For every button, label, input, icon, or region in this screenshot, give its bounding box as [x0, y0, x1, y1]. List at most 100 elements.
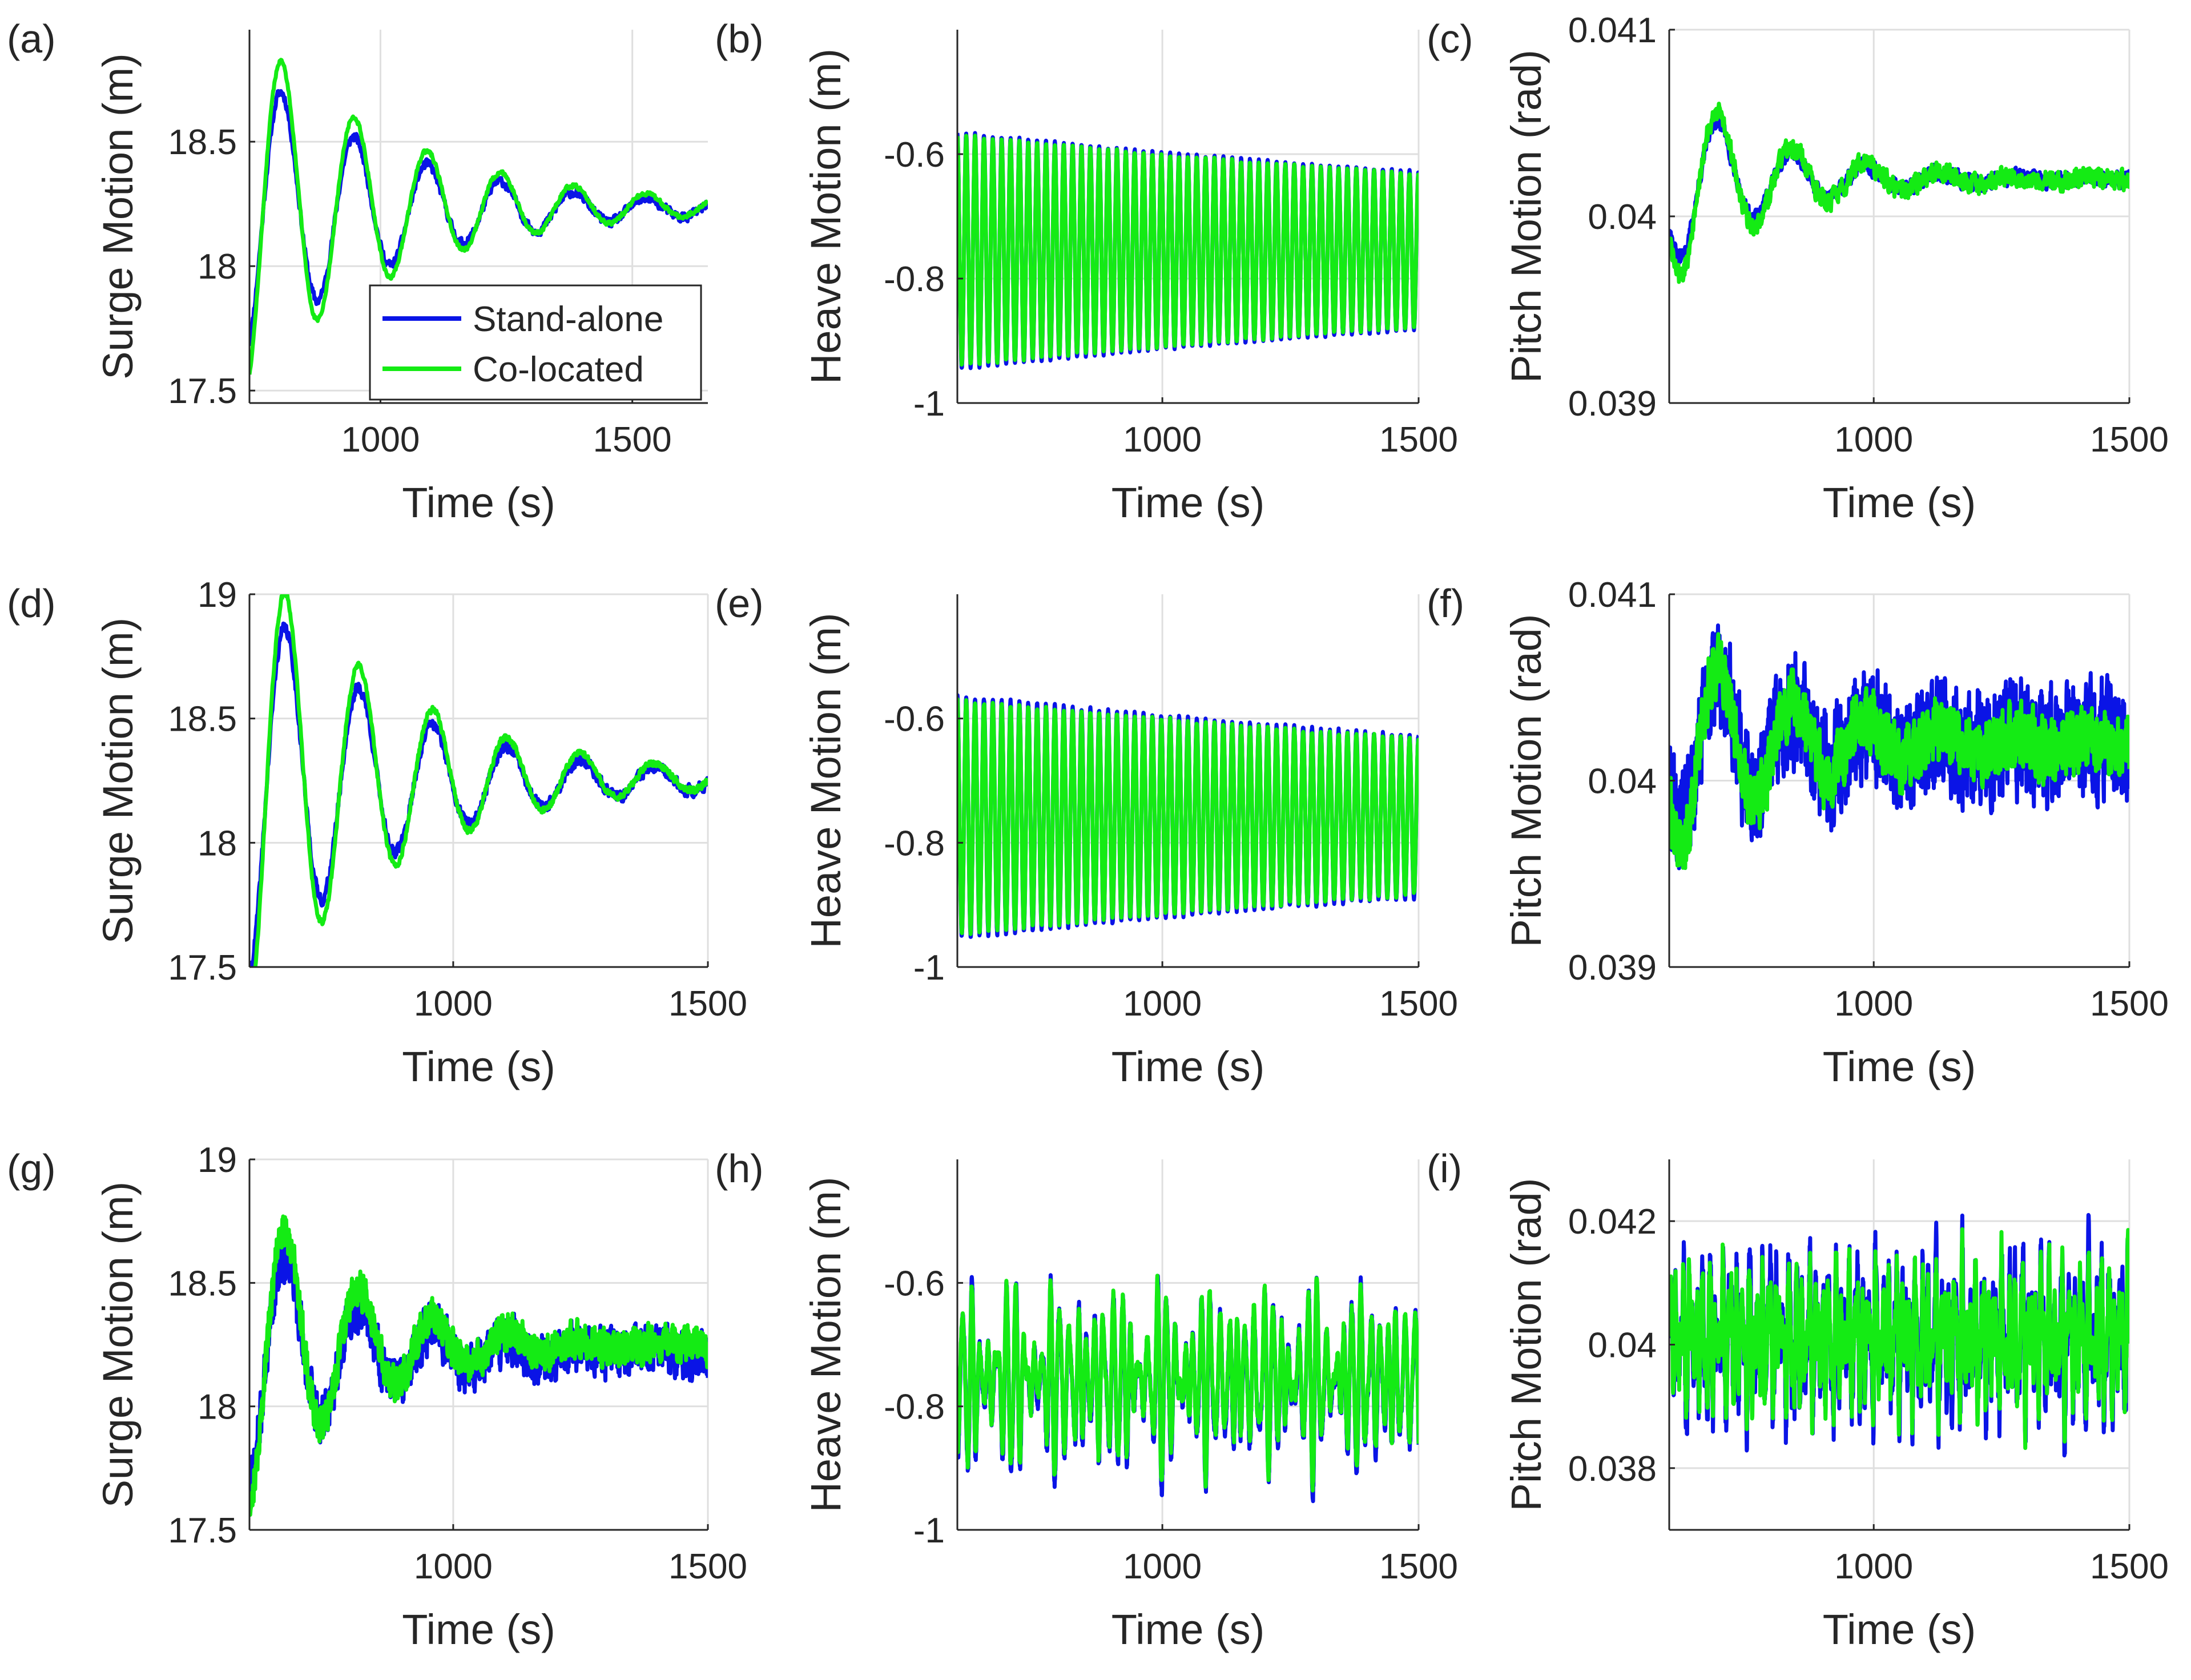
y-axis-label: Heave Motion (m) [802, 49, 849, 384]
chart-panel-f: 1000 1500 0.039 0.04 0.041 Time (s) Pitch Moti… [1427, 575, 2169, 1090]
x-tick-label: 1500 [2090, 984, 2169, 1024]
x-tick-label: 1500 [593, 420, 672, 460]
legend-box [369, 284, 702, 401]
y-axis-label: Heave Motion (m) [802, 1177, 849, 1512]
series-group [957, 693, 1419, 939]
y-tick-label: 0.042 [1568, 1202, 1657, 1242]
y-tick-label: 0.041 [1568, 11, 1657, 50]
series-line-co-located [1669, 632, 2129, 871]
y-tick-label: -1 [913, 384, 945, 424]
y-tick-label: -0.6 [884, 135, 945, 175]
chart-panel-g: 1000 1500 17.5 18 18.5 19 Time (s) Surge Motion… [7, 1141, 747, 1653]
chart-panel-h: 1000 1500 -1 -0.8 -0.6 Time (s) Heave Motion (… [715, 1146, 1458, 1653]
y-tick-label: 18.5 [168, 1264, 237, 1303]
y-tick-label: -0.8 [884, 260, 945, 299]
y-axis-label: Pitch Motion (rad) [1503, 1178, 1550, 1512]
series-line-co-located [253, 594, 708, 967]
y-tick-label: 18 [198, 247, 237, 287]
y-tick-label: 18.5 [168, 123, 237, 162]
series-line-co-located [249, 58, 708, 375]
panel-label: (h) [715, 1146, 764, 1191]
y-tick-label: 17.5 [168, 948, 237, 988]
chart-panel-d: 1000 1500 17.5 18 18.5 19 Time (s) Surge Motion… [7, 575, 747, 1090]
panel-label: (b) [715, 17, 764, 61]
x-tick-label: 1500 [1379, 1547, 1458, 1586]
x-axis-label: Time (s) [402, 479, 555, 526]
y-tick-label: 0.04 [1588, 762, 1657, 801]
x-axis-label: Time (s) [402, 1606, 555, 1653]
y-tick-label: 17.5 [168, 1511, 237, 1550]
series-group [957, 131, 1419, 370]
x-tick-label: 1000 [1123, 420, 1202, 460]
series-group [249, 1214, 708, 1517]
y-tick-label: 19 [198, 575, 237, 615]
panel-label: (f) [1427, 581, 1464, 626]
chart-panel-a: 1000 1500 17.5 18 18.5 Time (s) Surge Motion (… [7, 17, 708, 526]
panel-label: (i) [1427, 1146, 1462, 1191]
x-tick-label: 1000 [1834, 420, 1913, 460]
x-tick-label: 1000 [1834, 1547, 1913, 1586]
series-line-co-located [957, 697, 1419, 936]
series-group [1669, 623, 2129, 871]
panel-label: (g) [7, 1146, 56, 1191]
x-axis-label: Time (s) [1111, 1043, 1265, 1090]
x-axis-label: Time (s) [1823, 479, 1976, 526]
x-tick-label: 1500 [2090, 1547, 2169, 1586]
y-tick-label: 17.5 [168, 372, 237, 411]
series-line-co-located [957, 134, 1419, 367]
x-tick-label: 1500 [2090, 420, 2169, 460]
y-tick-label: 0.041 [1568, 575, 1657, 615]
x-tick-label: 1000 [1123, 984, 1202, 1024]
y-tick-label: 19 [198, 1141, 237, 1180]
chart-panel-e: 1000 1500 -1 -0.8 -0.6 Time (s) Heave Motion (… [715, 581, 1458, 1090]
y-tick-label: -0.6 [884, 700, 945, 739]
legend-entry: Co-located [473, 350, 644, 389]
x-tick-label: 1500 [1379, 420, 1458, 460]
series-group [957, 1273, 1419, 1504]
panel-label: (d) [7, 581, 56, 626]
chart-panel-c: 1000 1500 0.039 0.04 0.041 Time (s) Pitch Moti… [1427, 11, 2169, 526]
x-axis-label: Time (s) [1823, 1606, 1976, 1653]
y-tick-label: 0.04 [1588, 1326, 1657, 1365]
x-axis-label: Time (s) [1823, 1043, 1976, 1090]
x-tick-label: 1000 [341, 420, 420, 460]
y-tick-label: 0.04 [1588, 198, 1657, 237]
y-axis-label: Pitch Motion (rad) [1503, 614, 1550, 948]
x-tick-label: 1500 [668, 1547, 747, 1586]
y-tick-label: 0.039 [1568, 384, 1657, 424]
legend-entry: Stand-alone [473, 300, 663, 339]
x-axis-label: Time (s) [402, 1043, 555, 1090]
y-tick-label: 18 [198, 824, 237, 863]
y-tick-label: 18 [198, 1388, 237, 1427]
legend: Stand-alone Co-located [369, 284, 702, 401]
y-tick-label: -0.6 [884, 1264, 945, 1303]
y-tick-label: 0.039 [1568, 948, 1657, 988]
panel-label: (e) [715, 581, 764, 626]
x-axis-label: Time (s) [1111, 479, 1265, 526]
y-tick-label: 18.5 [168, 700, 237, 739]
x-axis-label: Time (s) [1111, 1606, 1265, 1653]
series-group [249, 58, 708, 375]
y-axis-label: Surge Motion (m) [94, 618, 142, 944]
series-line-co-located [1669, 102, 2129, 284]
series-line-co-located [249, 1214, 708, 1517]
panel-label: (a) [7, 17, 56, 61]
y-axis-label: Surge Motion (m) [94, 53, 142, 380]
series-group [249, 594, 708, 967]
series-line-co-located [1669, 1227, 2129, 1451]
chart-panel-i: 1000 1500 0.038 0.04 0.042 Time (s) Pitch Moti… [1427, 1146, 2169, 1653]
series-group [1669, 102, 2129, 284]
y-axis-label: Pitch Motion (rad) [1503, 50, 1550, 383]
x-tick-label: 1500 [668, 984, 747, 1024]
x-tick-label: 1000 [1834, 984, 1913, 1024]
chart-panel-b: 1000 1500 -1 -0.8 -0.6 Time (s) Heave Motion (… [715, 17, 1458, 526]
panel-label: (c) [1427, 17, 1473, 61]
y-tick-label: -1 [913, 948, 945, 988]
y-axis-label: Surge Motion (m) [94, 1182, 142, 1508]
x-tick-label: 1000 [414, 1547, 493, 1586]
y-axis-label: Heave Motion (m) [802, 613, 849, 948]
y-tick-label: -0.8 [884, 824, 945, 863]
y-tick-label: -1 [913, 1511, 945, 1550]
x-tick-label: 1500 [1379, 984, 1458, 1024]
